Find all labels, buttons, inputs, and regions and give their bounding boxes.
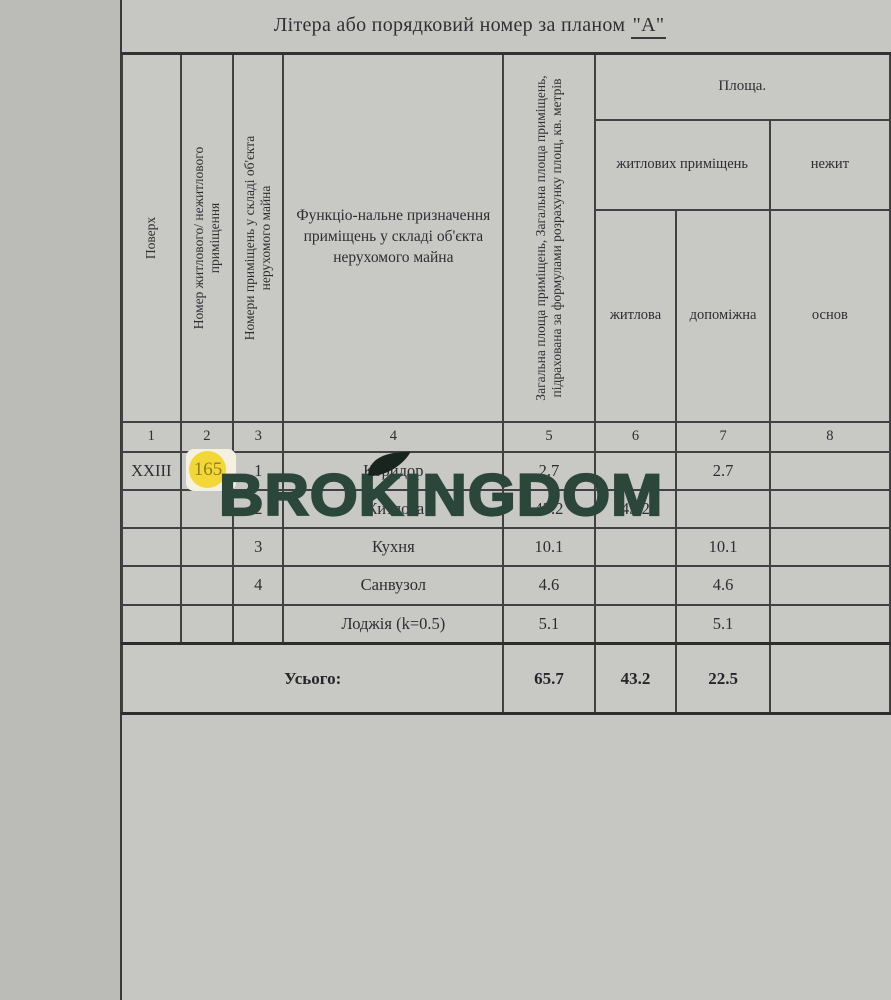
- column-number-cell: 6: [593, 420, 678, 453]
- header-nonresidential-group: нежит: [768, 118, 891, 211]
- premises-table: Поверх Номер житлового/ нежитлового прим…: [120, 52, 891, 715]
- main-area-cell: [768, 526, 891, 567]
- purpose-cell: Кухня: [282, 526, 505, 567]
- column-number-cell: 4: [282, 420, 505, 453]
- totals-main-area-cell: [768, 642, 891, 715]
- page-title: Літера або порядковий номер за планом "А…: [150, 14, 790, 39]
- header-main-area: основ: [768, 208, 891, 423]
- floor-cell: XXIII: [121, 450, 182, 491]
- floor-cell: [121, 488, 182, 529]
- totals-auxiliary-area-cell: 22.5: [675, 642, 771, 715]
- unit-number-cell: [179, 526, 235, 567]
- floor-cell: [121, 603, 182, 645]
- highlighted-unit-number: 165: [193, 459, 223, 480]
- room-number-cell: 3: [232, 526, 285, 567]
- auxiliary-area-cell: 10.1: [675, 526, 771, 567]
- brokingdom-watermark: BROKINGDOM: [218, 463, 664, 528]
- header-auxiliary-area: допоміжна: [675, 208, 771, 423]
- auxiliary-area-cell: [675, 488, 771, 529]
- table-row: 2 Житлова 43.2 43.2: [121, 488, 891, 529]
- purpose-cell: Санвузол: [282, 564, 505, 606]
- table-row: 4 Санвузол 4.6 4.6: [121, 564, 891, 606]
- main-area-cell: [768, 564, 891, 606]
- room-number-cell: 4: [232, 564, 285, 606]
- main-area-cell: [768, 450, 891, 491]
- purpose-cell: Житлова: [282, 488, 505, 529]
- room-number-cell: [232, 603, 285, 645]
- highlight-circle: [189, 451, 226, 488]
- header-room-numbers: Номери приміщень у складі об'єкта нерухо…: [232, 52, 285, 423]
- header-unit-number: Номер житлового/ нежитлового приміщення: [179, 52, 235, 423]
- header-floor: Поверх: [121, 52, 182, 423]
- auxiliary-area-cell: 2.7: [675, 450, 771, 491]
- column-number-cell: 8: [768, 420, 891, 453]
- page-title-text: Літера або порядковий номер за планом: [273, 14, 626, 36]
- highlight-badge: 165: [186, 449, 236, 491]
- unit-number-cell: [179, 488, 235, 529]
- floor-cell: [121, 526, 182, 567]
- unit-number-cell: [179, 564, 235, 606]
- leaf-icon: [367, 451, 411, 476]
- living-area-cell: [593, 564, 678, 606]
- floor-cell: [121, 564, 182, 606]
- header-residential-group: житлових приміщень: [593, 118, 771, 211]
- column-number-cell: 5: [502, 420, 596, 453]
- totals-total-area-cell: 65.7: [502, 642, 596, 715]
- total-area-cell: 4.6: [502, 564, 596, 606]
- column-numbers-row: 1 2 3 4 5 6 7 8: [121, 420, 891, 453]
- living-area-cell: [593, 603, 678, 645]
- totals-row: Усього: 65.7 43.2 22.5: [120, 642, 891, 715]
- header-area-group: Площа.: [593, 52, 891, 121]
- header-purpose: Функціо-нальне призначення приміщень у с…: [282, 52, 505, 423]
- totals-living-area-cell: 43.2: [593, 642, 678, 715]
- column-number-cell: 2: [179, 420, 235, 453]
- table-row: Лоджія (k=0.5) 5.1 5.1: [121, 603, 891, 645]
- purpose-cell: Лоджія (k=0.5): [282, 603, 505, 645]
- totals-label-cell: Усього:: [120, 642, 505, 715]
- total-area-cell: 2.7: [502, 450, 596, 491]
- living-area-cell: [593, 526, 678, 567]
- plan-letter-underlined: "А": [630, 14, 667, 39]
- total-area-cell: 5.1: [502, 603, 596, 645]
- header-row-1: Поверх Номер житлового/ нежитлового прим…: [121, 52, 891, 423]
- header-row-2: житлових приміщень нежит: [122, 118, 891, 211]
- living-area-cell: 43.2: [593, 488, 678, 529]
- room-number-cell: 2: [232, 488, 285, 529]
- header-total-area: Загальна площа приміщень, Загальна площа…: [502, 52, 596, 423]
- total-area-cell: 10.1: [502, 526, 596, 567]
- header-living-area: житлова: [593, 208, 678, 423]
- main-area-cell: [768, 488, 891, 529]
- main-area-cell: [768, 603, 891, 645]
- auxiliary-area-cell: 5.1: [675, 603, 771, 645]
- room-number-cell: 1: [232, 450, 285, 491]
- unit-number-cell: [179, 603, 235, 645]
- total-area-cell: 43.2: [502, 488, 596, 529]
- column-number-cell: 1: [121, 420, 182, 453]
- column-number-cell: 3: [232, 420, 285, 453]
- auxiliary-area-cell: 4.6: [675, 564, 771, 606]
- table-row: 3 Кухня 10.1 10.1: [121, 526, 891, 567]
- column-number-cell: 7: [675, 420, 771, 453]
- living-area-cell: [593, 450, 678, 491]
- page-left-margin: [0, 0, 122, 1000]
- header-row-3: житлова допоміжна основ: [122, 208, 891, 423]
